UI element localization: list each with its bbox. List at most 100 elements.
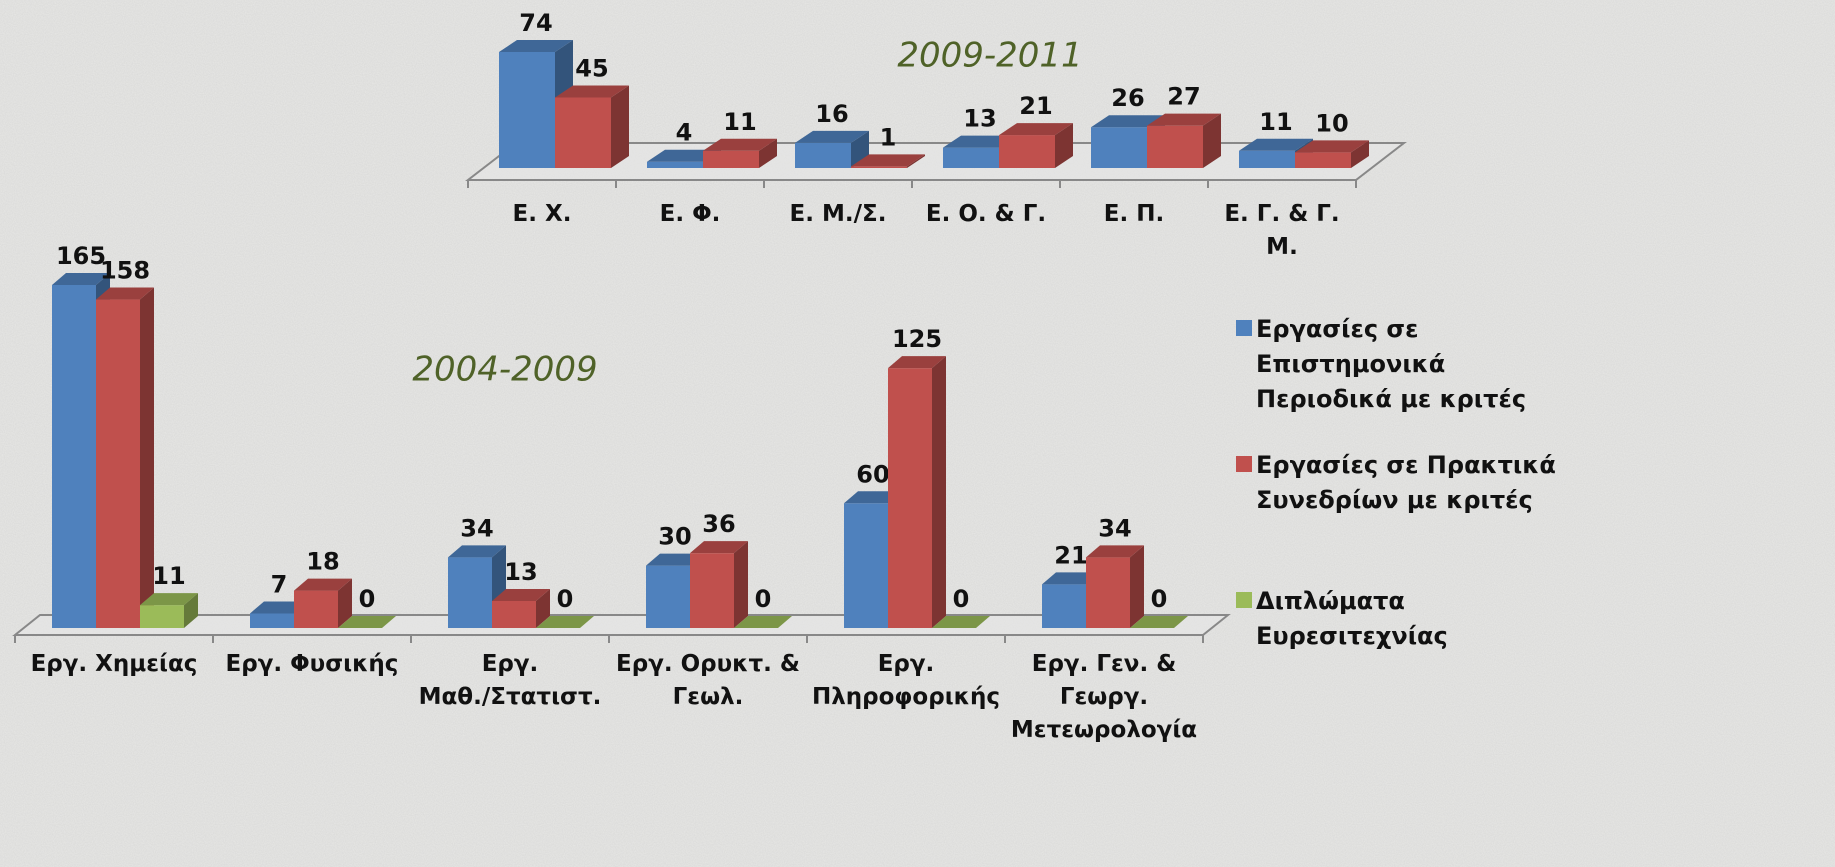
x-tick-label: Ε. Π. xyxy=(1103,201,1165,227)
bar-front xyxy=(999,135,1055,168)
bar xyxy=(338,616,396,628)
data-label: 21 xyxy=(1019,92,1052,120)
data-label: 0 xyxy=(359,585,376,613)
bar xyxy=(140,593,198,628)
x-tick-label: Εργ. Ορυκτ. & Γεωλ. xyxy=(616,651,800,710)
data-label: 45 xyxy=(575,54,608,82)
bar-top xyxy=(448,545,506,558)
x-tick-label: Εργ. Πληροφορικής xyxy=(811,651,1001,710)
bar-top xyxy=(999,123,1073,136)
bar xyxy=(690,541,748,628)
bar-top xyxy=(1086,545,1144,558)
bar-top xyxy=(499,40,573,52)
bar-top xyxy=(338,616,396,628)
bar xyxy=(703,138,777,168)
bar xyxy=(1295,140,1369,168)
data-label: 26 xyxy=(1111,84,1144,112)
bar-front xyxy=(448,557,492,628)
bar-side xyxy=(536,588,550,628)
bar-front xyxy=(555,97,611,168)
bar-front xyxy=(795,142,851,168)
bar xyxy=(1130,616,1188,628)
x-tick-label: Εργ. Μαθ./Στατιστ. xyxy=(418,651,602,710)
x-tick-label: Ε. Μ./Σ. xyxy=(789,201,887,227)
bar-side xyxy=(1203,113,1221,168)
bar-top xyxy=(250,601,308,614)
legend-swatch xyxy=(1236,592,1252,608)
legend-swatch xyxy=(1236,456,1252,472)
bar-side xyxy=(759,138,777,168)
bar-top xyxy=(795,130,869,143)
bar xyxy=(555,85,629,168)
bar-top xyxy=(888,356,946,369)
data-label: 0 xyxy=(557,585,574,613)
legend-label: Εργασίες σε Επιστημονικά Περιοδικά με κρ… xyxy=(1256,315,1527,413)
bar-top xyxy=(851,154,925,167)
bar xyxy=(1147,113,1221,168)
data-label: 10 xyxy=(1315,109,1348,137)
data-label: 21 xyxy=(1054,541,1087,569)
bar-top xyxy=(96,287,154,300)
bar-top xyxy=(1147,113,1221,126)
bar-front xyxy=(1086,557,1130,628)
bar-front xyxy=(647,161,703,168)
data-label: 165 xyxy=(56,242,106,270)
bar-top xyxy=(690,541,748,554)
bar xyxy=(851,154,925,168)
bar-top xyxy=(646,553,704,566)
bar-front xyxy=(250,613,294,628)
bar-side xyxy=(611,85,629,168)
bar-top xyxy=(703,138,777,151)
data-label: 13 xyxy=(963,105,996,133)
bar-front xyxy=(492,600,536,628)
data-label: 30 xyxy=(658,523,691,551)
x-tick-label: Εργ. Φυσικής xyxy=(225,651,399,677)
legend-label: Διπλώματα Ευρεσιτεχνίας xyxy=(1256,587,1448,650)
bar-front xyxy=(646,565,690,628)
bar-side xyxy=(338,578,352,628)
data-label: 11 xyxy=(1259,108,1292,136)
bar-front xyxy=(888,368,932,628)
x-tick-label: Ε. Χ. xyxy=(512,201,572,227)
data-label: 16 xyxy=(815,100,848,128)
data-label: 34 xyxy=(1098,514,1131,542)
bar-side xyxy=(1130,545,1144,628)
bar-top xyxy=(1091,115,1165,128)
data-label: 11 xyxy=(152,562,185,590)
data-label: 0 xyxy=(755,585,772,613)
data-label: 125 xyxy=(892,325,942,353)
bar-top xyxy=(647,149,721,162)
bar-front xyxy=(1042,584,1086,628)
bar xyxy=(932,616,990,628)
bar-top xyxy=(1042,572,1100,585)
data-label: 36 xyxy=(702,510,735,538)
data-label: 7 xyxy=(271,570,288,598)
bar-top xyxy=(492,588,550,601)
bar-top xyxy=(1130,616,1188,628)
bar xyxy=(492,588,550,628)
bar xyxy=(734,616,792,628)
bar-front xyxy=(52,285,96,628)
bar-front xyxy=(703,150,759,168)
data-label: 4 xyxy=(676,119,693,147)
bar-front xyxy=(96,299,140,628)
bar xyxy=(536,616,594,628)
bar-top xyxy=(294,578,352,591)
bar-top xyxy=(140,593,198,606)
bar-top xyxy=(52,273,110,285)
bar-side xyxy=(1055,123,1073,168)
bar-front xyxy=(1091,127,1147,168)
chart-title: 2009-2011 xyxy=(897,36,1082,76)
chart-title: 2004-2009 xyxy=(412,350,597,390)
data-label: 18 xyxy=(306,548,339,576)
data-label: 1 xyxy=(880,123,897,151)
x-tick-label: Ε. Ο. & Γ. xyxy=(925,201,1047,227)
legend-label: Εργασίες σε Πρακτικά Συνεδρίων με κριτές xyxy=(1256,451,1556,514)
bar-side xyxy=(140,287,154,628)
bar-top xyxy=(844,491,902,504)
x-tick-label: Εργ. Γεν. & Γεωργ. Μετεωρολογία xyxy=(1010,651,1198,743)
bar-top xyxy=(943,135,1017,148)
bar-side xyxy=(1351,140,1369,168)
